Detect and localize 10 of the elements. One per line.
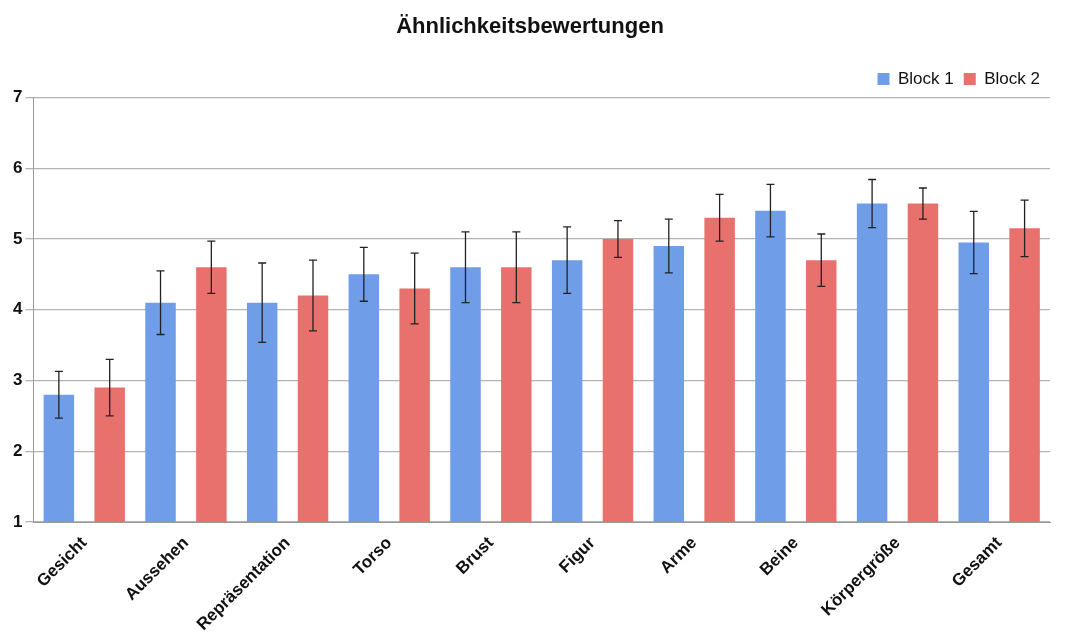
y-tick-label: 4 [12, 299, 23, 319]
y-tick-label: 6 [12, 157, 23, 177]
y-tick-label: 2 [12, 440, 23, 460]
legend-label: Block 2 [984, 68, 1040, 88]
chart-title: Ähnlichkeitsbewertungen [396, 13, 664, 39]
legend-label: Block 1 [898, 68, 954, 88]
y-tick-label: 1 [12, 511, 23, 531]
y-tick-label: 7 [12, 87, 23, 107]
y-tick-label: 5 [12, 228, 23, 248]
y-tick-label: 3 [12, 370, 23, 390]
